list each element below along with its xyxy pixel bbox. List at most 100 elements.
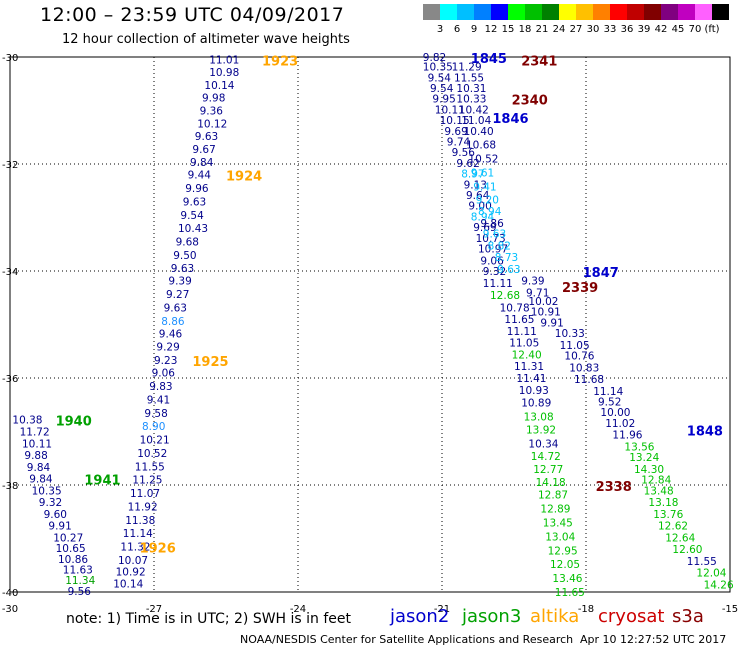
wave-height-label: 10.91	[531, 307, 561, 319]
wave-height-label: 11.05	[560, 340, 590, 352]
wave-height-label: 13.45	[543, 517, 573, 529]
wave-height-label: 11.68	[574, 374, 604, 386]
legend-jason3: jason3	[462, 606, 522, 627]
colorbar-tick-label: 42	[655, 24, 668, 34]
wave-height-label: 11.34	[65, 575, 95, 587]
wave-height-label: 13.48	[644, 485, 674, 497]
wave-height-label: 8.90	[142, 421, 165, 433]
wave-height-label: 12.40	[512, 349, 542, 361]
wave-height-label: 12.87	[538, 490, 568, 502]
colorbar-tick-label: 21	[536, 24, 549, 34]
wave-height-label: 10.14	[204, 80, 234, 92]
wave-height-label: 11.11	[507, 326, 537, 338]
wave-height-label: 10.83	[569, 362, 599, 374]
wave-height-label: 9.44	[188, 170, 212, 182]
colorbar-tick-label: 33	[604, 24, 617, 34]
wave-height-label: 11.01	[209, 55, 239, 67]
wave-height-label: 11.63	[63, 565, 93, 577]
credit-text: NOAA/NESDIS Center for Satellite Applica…	[240, 633, 574, 646]
wave-height-label: 9.82	[423, 52, 446, 64]
wave-height-label: 9.00	[468, 201, 491, 213]
colorbar-swatch	[576, 4, 593, 20]
colorbar-tick-label: 12	[485, 24, 498, 34]
wave-height-label: 10.02	[528, 296, 558, 308]
wave-height-label: 10.43	[178, 223, 208, 235]
colorbar-tick-label: 36	[621, 24, 634, 34]
wave-height-label: 10.21	[140, 435, 170, 447]
wave-height-label: 12.89	[540, 504, 570, 516]
wave-height-label: 9.84	[29, 474, 53, 486]
wave-height-label: 10.33	[456, 94, 486, 106]
wave-height-label: 9.88	[24, 450, 47, 462]
series-altika: 11.0110.9810.149.989.3610.129.639.679.84…	[113, 55, 298, 591]
wave-height-label: 9.68	[176, 237, 199, 249]
colorbar-swatch	[423, 4, 440, 20]
colorbar-tick-label: 70	[689, 24, 702, 34]
wave-height-label: 9.63	[195, 131, 218, 143]
x-tick-label: -30	[2, 604, 18, 615]
series-jason2: 9.8210.359.549.549.9510.1110.159.699.749…	[423, 52, 723, 599]
wave-height-label: 9.23	[154, 355, 177, 367]
wave-height-label: 9.63	[483, 229, 506, 241]
wave-height-label: 9.54	[180, 210, 204, 222]
wave-height-label: 11.14	[123, 528, 153, 540]
wave-height-label: 11.96	[612, 430, 642, 442]
wave-height-label: 10.68	[466, 140, 496, 152]
wave-height-label: 11.72	[20, 427, 50, 439]
wave-height-label: 10.27	[53, 532, 83, 544]
time-label: 2338	[596, 480, 632, 495]
wave-height-label: 11.29	[452, 62, 482, 74]
wave-height-label: 10.15	[440, 115, 470, 127]
wave-height-label: 9.27	[166, 289, 189, 301]
wave-height-label: 9.67	[192, 144, 215, 156]
colorbar-swatch	[457, 4, 474, 20]
y-tick-label: -40	[2, 588, 18, 599]
wave-height-label: 11.65	[555, 587, 585, 599]
wave-height-label: 9.41	[147, 394, 170, 406]
wave-height-label: 10.93	[519, 385, 549, 397]
wave-height-label: 9.91	[48, 521, 71, 533]
colorbar-tick-label: 3	[437, 24, 443, 34]
wave-height-label: 13.24	[629, 452, 659, 464]
wave-height-label: 11.55	[135, 461, 165, 473]
series-jason3: 10.3811.7210.119.889.849.8410.359.329.60…	[12, 415, 120, 598]
wave-height-label: 10.12	[197, 118, 227, 130]
wave-height-label: 9.69	[444, 126, 467, 138]
wave-height-label: 13.46	[552, 573, 582, 585]
wave-height-label: 8.94	[471, 211, 495, 223]
wave-height-label: 12.64	[665, 532, 695, 544]
colorbar-tick-label: 27	[570, 24, 583, 34]
wave-height-label: 10.92	[116, 567, 146, 579]
colorbar-tick-label: 9	[471, 24, 477, 34]
wave-height-label: 12.77	[533, 464, 563, 476]
wave-height-label: 8.97	[461, 169, 484, 181]
wave-height-label: 10.52	[137, 448, 167, 460]
wave-height-label: 8.73	[495, 252, 518, 264]
colorbar-swatch	[678, 4, 695, 20]
wave-height-label: 13.18	[648, 497, 678, 509]
wave-height-label: 9.83	[149, 381, 172, 393]
colorbar-swatch	[712, 4, 729, 20]
y-tick-label: -36	[2, 374, 18, 385]
colorbar-swatch	[491, 4, 508, 20]
wave-height-label: 9.84	[190, 157, 214, 169]
wave-height-label: 9.63	[164, 302, 187, 314]
wave-height-label: 9.91	[540, 317, 563, 329]
wave-height-label: 9.36	[200, 106, 224, 118]
wave-height-label: 10.52	[468, 154, 498, 166]
wave-height-label: 9.63	[171, 263, 194, 275]
wave-height-label: 10.65	[56, 543, 86, 555]
time-label: 2340	[512, 94, 548, 109]
wave-height-label: 9.06	[152, 368, 176, 380]
wave-height-label: 9.46	[159, 329, 183, 341]
time-label: 2341	[521, 55, 557, 70]
wave-height-label: 11.38	[125, 515, 155, 527]
wave-height-label: 9.32	[483, 266, 506, 278]
plot-frame	[9, 56, 731, 593]
wave-height-label: 8.82	[488, 240, 511, 252]
wave-height-label: 13.92	[526, 424, 556, 436]
wave-height-label: 9.98	[202, 93, 225, 105]
wave-height-label: 9.54	[428, 72, 452, 84]
wave-height-label: 9.64	[466, 190, 490, 202]
wave-height-label: 11.92	[128, 501, 158, 513]
